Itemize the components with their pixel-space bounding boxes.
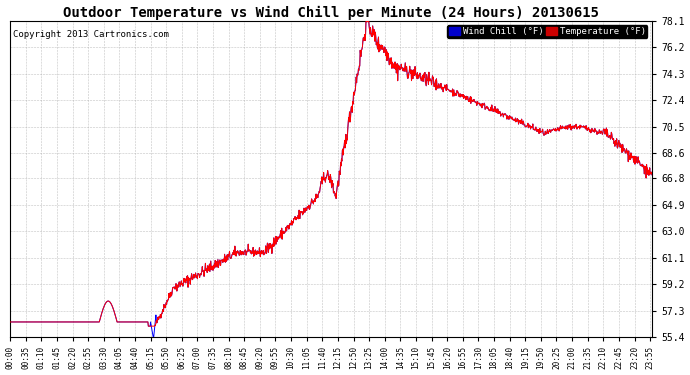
Legend: Wind Chill (°F), Temperature (°F): Wind Chill (°F), Temperature (°F) <box>447 26 647 38</box>
Title: Outdoor Temperature vs Wind Chill per Minute (24 Hours) 20130615: Outdoor Temperature vs Wind Chill per Mi… <box>63 6 599 20</box>
Text: Copyright 2013 Cartronics.com: Copyright 2013 Cartronics.com <box>13 30 169 39</box>
